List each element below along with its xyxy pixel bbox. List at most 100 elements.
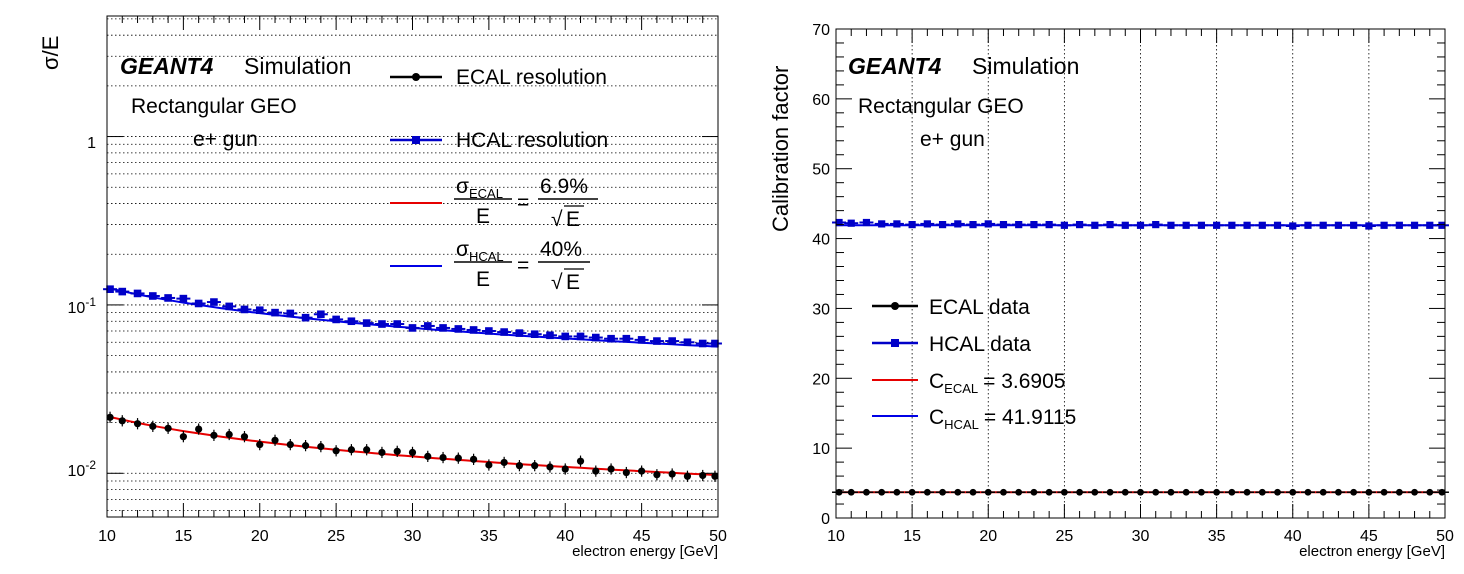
hcal-data-point [1076, 221, 1084, 229]
ecal-data-point [1304, 488, 1312, 496]
hcal-resolution-point [225, 302, 233, 311]
ecal-data-point [1030, 488, 1038, 496]
legend-ecal-data-marker [891, 302, 899, 310]
hcal-data-point [938, 221, 947, 229]
right-xtick-label: 40 [1284, 528, 1302, 545]
left-ytick-label-0.1: 10-1 [68, 295, 97, 317]
ecal-resolution-point [149, 422, 157, 430]
hcal-data-point [954, 220, 962, 228]
ecal-resolution-point [164, 424, 172, 432]
ecal-resolution-point [378, 448, 386, 457]
hcal-resolution-point [637, 336, 646, 344]
right-ytick-label: 70 [812, 22, 830, 39]
hcal-data-point [1228, 221, 1236, 229]
hcal-data-point [923, 220, 931, 228]
ecal-resolution-point [133, 420, 142, 428]
hcal-data-point [1213, 221, 1221, 229]
ecal-resolution-point [576, 457, 585, 465]
hcal-data-point [1273, 221, 1282, 229]
ecal-data-point [1060, 488, 1068, 496]
legend-ecal-fit-root: √ [551, 208, 563, 231]
ecal-data-point [1015, 488, 1023, 496]
ecal-data-point [1152, 488, 1160, 496]
right-xtick-label: 35 [1208, 528, 1226, 545]
left-axis-ticks [106, 16, 719, 517]
ecal-data-point [1335, 488, 1342, 496]
hcal-data-point [862, 218, 871, 227]
hcal-data-point [847, 219, 855, 227]
ecal-resolution-point [592, 467, 600, 475]
hcal-resolution-point [210, 298, 218, 306]
hcal-resolution-point [317, 310, 325, 319]
left-gun-label: e+ gun [193, 128, 258, 151]
right-xtick-label: 15 [903, 528, 921, 545]
ecal-resolution-point [607, 465, 615, 473]
hcal-resolution-point [668, 337, 676, 345]
hcal-data-point [984, 220, 992, 228]
hcal-data-point [1030, 221, 1038, 229]
right-y-axis-label: Calibration factor [768, 66, 793, 232]
ecal-data-point [1258, 488, 1266, 496]
legend-ecal-fit-num: 6.9% [540, 175, 588, 198]
ecal-data-point [954, 488, 962, 496]
right-xtick-label: 50 [1436, 528, 1454, 545]
ecal-resolution-point [470, 455, 478, 463]
left-ytick-label-0.01: 10-2 [68, 458, 97, 480]
left-data-points [103, 285, 722, 482]
ecal-data-point [1045, 488, 1053, 496]
hcal-resolution-point [378, 320, 386, 328]
ecal-resolution-point [515, 462, 524, 470]
left-xtick-label: 45 [633, 528, 651, 545]
hcal-resolution-point [164, 294, 172, 302]
hcal-data-point [893, 220, 901, 228]
left-xtick-label: 25 [327, 528, 345, 545]
ecal-resolution-point [454, 454, 462, 462]
hcal-data-point [1438, 221, 1446, 229]
legend-hcal-fit-den: E [476, 268, 490, 291]
ecal-resolution-point [286, 441, 294, 449]
ecal-data-point [1121, 488, 1129, 496]
ecal-resolution-point [424, 452, 432, 460]
ecal-resolution-point [195, 425, 203, 433]
ecal-data-point [969, 488, 977, 496]
ecal-resolution-point [485, 461, 493, 469]
hcal-data-point [1365, 222, 1373, 230]
right-simulation-label: Simulation [972, 53, 1079, 79]
hcal-resolution-point [561, 332, 570, 341]
ecal-resolution-point [711, 472, 719, 480]
hcal-resolution-point [194, 299, 203, 308]
ecal-data-point [1350, 488, 1358, 496]
hcal-data-point [1121, 221, 1129, 229]
hcal-resolution-point [607, 334, 615, 343]
legend-hcal-fit-root-den: E [566, 271, 580, 294]
right-geant4-label: GEANT4 [848, 53, 942, 79]
ecal-resolution-point [332, 447, 340, 455]
hcal-resolution-point [711, 339, 719, 348]
ecal-resolution-point [301, 442, 310, 450]
hcal-data-point [1243, 221, 1251, 229]
ecal-data-point [1426, 488, 1434, 496]
ecal-resolution-point [363, 446, 371, 454]
hcal-resolution-point [485, 327, 493, 335]
ecal-data-point [878, 488, 886, 496]
ecal-data-point [1000, 488, 1007, 496]
ecal-data-point [923, 488, 931, 496]
left-xtick-label: 50 [709, 528, 727, 545]
ecal-resolution-point [106, 413, 114, 421]
hcal-data-point [908, 221, 916, 229]
ecal-data-point [1289, 488, 1297, 496]
legend-hcal-fit-root: √ [551, 271, 563, 294]
right-x-axis-label: electron energy [GeV] [1299, 543, 1445, 560]
ecal-resolution-point [271, 436, 279, 444]
left-xtick-label: 10 [98, 528, 116, 545]
hcal-data-point [1426, 221, 1434, 229]
hcal-resolution-point [179, 294, 188, 303]
hcal-resolution-point [133, 289, 142, 298]
legend-ecal-fit-eq: = [517, 191, 529, 214]
hcal-data-point [1091, 221, 1099, 229]
left-xtick-label: 15 [174, 528, 192, 545]
right-xtick-label: 25 [1055, 528, 1073, 545]
legend-hcal-fit-num: 40% [540, 238, 582, 261]
ecal-resolution-point [439, 453, 447, 462]
